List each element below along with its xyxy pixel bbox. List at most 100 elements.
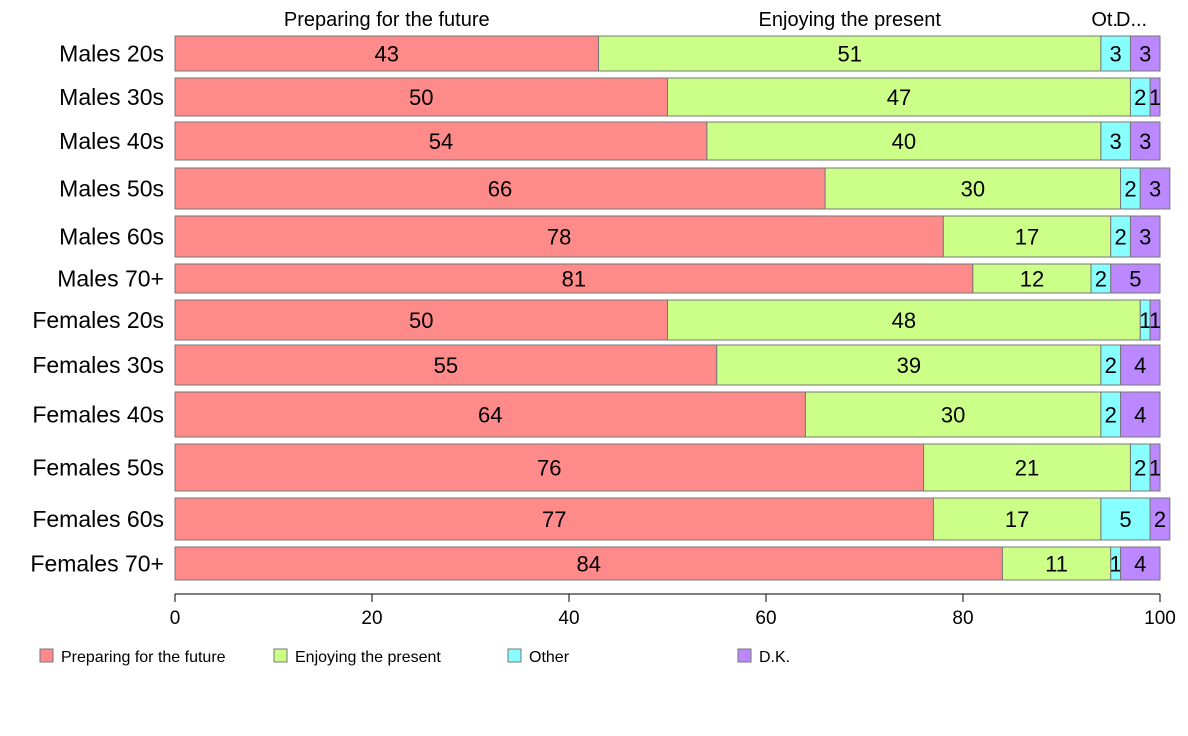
bar-value-label: 21 bbox=[1015, 456, 1039, 481]
bar-value-label: 30 bbox=[941, 403, 965, 428]
bar-value-label: 50 bbox=[409, 308, 433, 333]
bar-segment bbox=[824, 167, 1122, 210]
bar-segment bbox=[972, 263, 1092, 294]
bar-value-label: 2 bbox=[1105, 403, 1117, 428]
bar-value-label: 77 bbox=[542, 507, 566, 532]
bar-value-label: 43 bbox=[375, 42, 399, 67]
bar-row: 54 40 3 3 bbox=[174, 121, 1161, 161]
bar-segment bbox=[174, 77, 668, 117]
bar-row: 50 48 11 bbox=[174, 299, 1161, 341]
legend-item: Preparing for the future bbox=[39, 648, 226, 666]
bar-value-label: 64 bbox=[478, 403, 502, 428]
category-label: Females 60s bbox=[32, 506, 164, 532]
top-series-label: Preparing for the future bbox=[284, 9, 490, 31]
bar-value-label: 54 bbox=[429, 129, 453, 154]
bar-value-label: 3 bbox=[1139, 42, 1151, 67]
bar-segment bbox=[1100, 35, 1131, 72]
bar-segment bbox=[174, 121, 708, 161]
legend-label: Other bbox=[529, 649, 570, 666]
bar-value-label: 1 bbox=[1110, 552, 1122, 577]
bar-segment bbox=[1120, 344, 1161, 386]
bar-value-label: 11 bbox=[1045, 552, 1068, 577]
bar-value-label: 3 bbox=[1110, 129, 1122, 154]
bar-row: 77 17 5 2 bbox=[174, 497, 1171, 541]
category-label: Females 70+ bbox=[30, 551, 164, 577]
legend-label: D.K. bbox=[759, 649, 790, 666]
category-label: Females 50s bbox=[32, 455, 164, 481]
bar-segment bbox=[1100, 497, 1151, 541]
bar-segment bbox=[932, 497, 1102, 541]
bar-value-label: 66 bbox=[488, 177, 512, 202]
category-label: Females 20s bbox=[32, 307, 164, 333]
category-label: Females 30s bbox=[32, 352, 164, 378]
legend-item: Other bbox=[507, 648, 570, 666]
bar-segment bbox=[706, 121, 1102, 161]
bar-segment bbox=[1149, 77, 1161, 117]
x-tick-label: 60 bbox=[755, 608, 776, 629]
category-label: Females 40s bbox=[32, 402, 164, 428]
bar-segment bbox=[174, 546, 1003, 581]
bar-segment bbox=[1129, 215, 1161, 258]
bar-value-label: 84 bbox=[576, 552, 600, 577]
bar-value-label: 5 bbox=[1129, 267, 1141, 292]
bar-segment bbox=[1149, 299, 1161, 341]
bar-row: 64 30 2 4 bbox=[174, 391, 1161, 438]
bar-segment bbox=[804, 391, 1102, 438]
legend: Preparing for the future Enjoying the pre… bbox=[39, 648, 790, 666]
bar-value-label: 17 bbox=[1015, 225, 1039, 250]
top-series-label: D... bbox=[1116, 9, 1147, 31]
bar-segment bbox=[716, 344, 1102, 386]
bar-segment bbox=[1120, 391, 1161, 438]
bar-segment bbox=[1149, 443, 1161, 492]
bar-value-label: 40 bbox=[892, 129, 916, 154]
top-series-label: Ot. bbox=[1091, 9, 1118, 31]
bar-value-label: 2 bbox=[1154, 507, 1166, 532]
bar-row: 84 11 1 4 bbox=[174, 546, 1161, 581]
x-tick-label: 40 bbox=[558, 608, 579, 629]
bar-segment bbox=[598, 35, 1102, 72]
bar-row: 43 51 3 3 bbox=[174, 35, 1161, 72]
x-axis: 0 20 40 60 80 100 bbox=[170, 593, 1176, 629]
x-tick-label: 20 bbox=[361, 608, 382, 629]
x-tick-label: 0 bbox=[170, 608, 181, 629]
legend-swatch bbox=[507, 648, 522, 663]
category-label: Males 30s bbox=[59, 84, 164, 110]
bar-row: 50 47 2 1 bbox=[174, 77, 1161, 117]
bar-segment bbox=[174, 344, 718, 386]
bar-value-label: 30 bbox=[961, 177, 985, 202]
bar-row: 76 21 2 1 bbox=[174, 443, 1161, 492]
bar-row: 81 12 2 5 bbox=[174, 263, 1161, 294]
bar-segment bbox=[174, 443, 925, 492]
bar-segment bbox=[174, 215, 944, 258]
bar-value-label: 17 bbox=[1005, 507, 1029, 532]
bar-segment bbox=[667, 299, 1141, 341]
category-label: Males 60s bbox=[59, 224, 164, 250]
bar-value-label: 78 bbox=[547, 225, 571, 250]
category-label: Males 50s bbox=[59, 176, 164, 202]
bar-value-label: 2 bbox=[1124, 177, 1136, 202]
bar-segment bbox=[1129, 121, 1161, 161]
bar-value-label: 76 bbox=[537, 456, 561, 481]
bar-segment bbox=[1110, 263, 1161, 294]
legend-swatch bbox=[39, 648, 54, 663]
top-series-labels: Preparing for the future Enjoying the pre… bbox=[284, 9, 1147, 31]
legend-item: D.K. bbox=[737, 648, 790, 666]
bar-value-label: 50 bbox=[409, 85, 433, 110]
legend-item: Enjoying the present bbox=[273, 648, 441, 666]
bar-value-label: 2 bbox=[1095, 267, 1107, 292]
bar-value-label: 51 bbox=[837, 42, 861, 67]
category-label: Males 40s bbox=[59, 128, 164, 154]
bar-value-label: 1 bbox=[1149, 85, 1161, 110]
bar-row: 55 39 2 4 bbox=[174, 344, 1161, 386]
bar-value-label: 48 bbox=[892, 308, 916, 333]
bar-value-label: 1 bbox=[1139, 308, 1151, 333]
bar-value-label: 2 bbox=[1134, 85, 1146, 110]
legend-swatch bbox=[737, 648, 752, 663]
bars-area: 43 51 3 350 47 2 154 40 3 366 30 2 378 17 2 381 12 2 550 48… bbox=[174, 35, 1171, 581]
bar-value-label: 5 bbox=[1119, 507, 1131, 532]
x-tick-label: 100 bbox=[1144, 608, 1176, 629]
bar-value-label: 2 bbox=[1134, 456, 1146, 481]
legend-swatch bbox=[273, 648, 288, 663]
bar-value-label: 3 bbox=[1110, 42, 1122, 67]
bar-segment bbox=[1001, 546, 1112, 581]
